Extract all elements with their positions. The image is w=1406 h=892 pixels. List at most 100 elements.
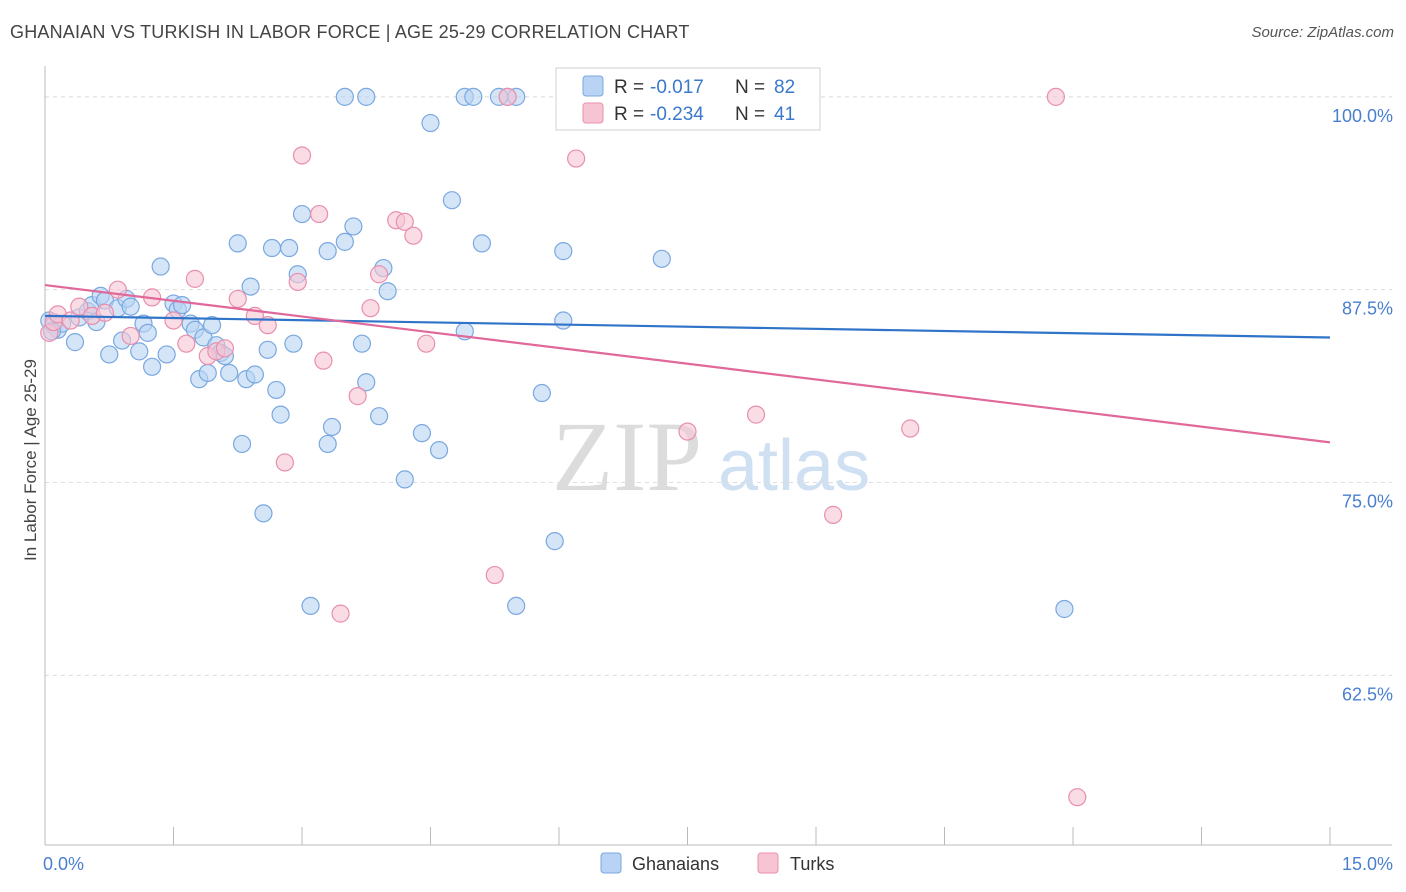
point-turks-22: [310, 204, 329, 224]
point-ghanaians-73: [335, 87, 354, 106]
point-ghanaians-19: [151, 257, 170, 276]
trend-line-turks: [44, 283, 1331, 444]
point-ghanaians-10: [100, 345, 119, 364]
point-ghanaians-28: [198, 363, 217, 383]
point-turks-19: [275, 453, 294, 472]
point-ghanaians-4: [65, 333, 85, 352]
source-credit: Source: ZipAtlas.com: [1251, 24, 1394, 41]
y-tick-label-3: 62.5%: [1342, 684, 1393, 704]
point-ghanaians-14: [121, 297, 140, 316]
point-turks-10: [164, 311, 183, 330]
legend-swatch-turks: [582, 102, 604, 124]
point-ghanaians-42: [267, 380, 286, 400]
point-turks-15: [215, 339, 234, 358]
legend-r-value-ghanaians: -0.017: [650, 77, 704, 98]
y-tick-label-1: 87.5%: [1342, 299, 1393, 319]
point-ghanaians-37: [241, 277, 260, 296]
legend-r-label-turks: R =: [614, 104, 644, 125]
point-turks-33: [498, 87, 517, 106]
x-tick-label-0: 0.0%: [43, 854, 84, 874]
point-ghanaians-33: [220, 363, 239, 383]
point-ghanaians-29: [202, 316, 222, 335]
point-turks-6: [95, 303, 115, 322]
point-turks-26: [361, 299, 380, 318]
point-turks-4: [70, 297, 89, 316]
point-ghanaians-48: [301, 596, 320, 616]
series-ghanaians: [40, 87, 1074, 619]
point-ghanaians-56: [370, 407, 389, 426]
legend-n-label-ghanaians: N =: [735, 77, 765, 98]
point-ghanaians-65: [472, 234, 491, 253]
point-ghanaians-76: [464, 87, 483, 106]
point-ghanaians-23: [172, 295, 192, 315]
point-ghanaians-69: [554, 311, 573, 330]
point-turks-37: [824, 505, 843, 524]
point-turks-21: [292, 146, 312, 165]
legend-n-label-turks: N =: [735, 104, 765, 125]
bottom-legend-label-turks: Turks: [790, 854, 834, 874]
point-ghanaians-55: [357, 373, 376, 392]
point-ghanaians-39: [254, 504, 273, 523]
point-turks-18: [258, 316, 277, 335]
legend-n-value-turks: 41: [774, 104, 795, 125]
y-tick-label-0: 100.0%: [1332, 106, 1393, 126]
watermark-zip: ZIP: [552, 401, 702, 512]
point-ghanaians-18: [142, 357, 162, 376]
point-turks-32: [485, 565, 504, 585]
point-ghanaians-61: [421, 113, 440, 133]
point-turks-25: [348, 387, 367, 406]
point-ghanaians-72: [1055, 599, 1074, 619]
chart-title: GHANAIAN VS TURKISH IN LABOR FORCE | AGE…: [10, 22, 690, 42]
legend-r-value-turks: -0.234: [650, 104, 704, 125]
point-turks-31: [417, 334, 436, 353]
point-turks-38: [901, 419, 920, 438]
bottom-legend-swatch-ghanaians: [600, 852, 622, 874]
point-turks-11: [177, 334, 196, 353]
point-ghanaians-38: [245, 365, 264, 384]
legend-swatch-ghanaians: [582, 75, 604, 97]
point-ghanaians-66: [507, 596, 526, 616]
point-ghanaians-70: [554, 242, 573, 261]
trend-lines: [44, 283, 1331, 444]
point-ghanaians-44: [280, 238, 299, 258]
point-ghanaians-43: [271, 405, 290, 424]
point-turks-34: [567, 149, 586, 168]
point-turks-40: [1068, 788, 1087, 807]
point-turks-27: [370, 265, 389, 284]
correlation-legend: R = -0.017 N = 82 R = -0.234 N = 41: [555, 67, 821, 131]
point-turks-39: [1046, 87, 1065, 106]
watermark-atlas: atlas: [718, 426, 870, 506]
bottom-legend-label-ghanaians: Ghanaians: [632, 854, 719, 874]
point-ghanaians-63: [442, 191, 462, 210]
point-turks-36: [746, 405, 766, 424]
point-ghanaians-52: [335, 232, 354, 251]
point-turks-24: [331, 604, 350, 623]
point-ghanaians-20: [157, 345, 176, 364]
point-ghanaians-53: [344, 217, 363, 236]
data-points: [40, 87, 1087, 807]
point-ghanaians-15: [130, 342, 149, 361]
point-ghanaians-71: [652, 249, 671, 268]
tick-labels: 100.0% 87.5% 75.0% 62.5% 0.0% 15.0%: [43, 106, 1393, 874]
point-turks-29: [395, 212, 414, 231]
point-turks-8: [121, 326, 140, 346]
point-ghanaians-54: [352, 334, 372, 353]
point-turks-20: [288, 272, 307, 292]
series-turks: [40, 87, 1087, 807]
point-ghanaians-59: [395, 470, 414, 489]
series-legend: Ghanaians Turks: [600, 852, 834, 874]
bottom-legend-swatch-turks: [757, 852, 779, 874]
point-turks-16: [228, 289, 247, 309]
y-tick-label-2: 75.0%: [1342, 491, 1393, 511]
x-tick-label-1: 15.0%: [1342, 854, 1393, 874]
point-ghanaians-74: [357, 87, 376, 106]
point-ghanaians-62: [429, 441, 449, 460]
point-ghanaians-51: [318, 434, 337, 454]
point-turks-12: [185, 269, 205, 288]
legend-n-value-ghanaians: 82: [774, 77, 795, 98]
point-ghanaians-40: [258, 340, 277, 359]
axes: [44, 66, 1392, 846]
point-ghanaians-50: [322, 417, 342, 437]
point-ghanaians-45: [284, 334, 303, 353]
